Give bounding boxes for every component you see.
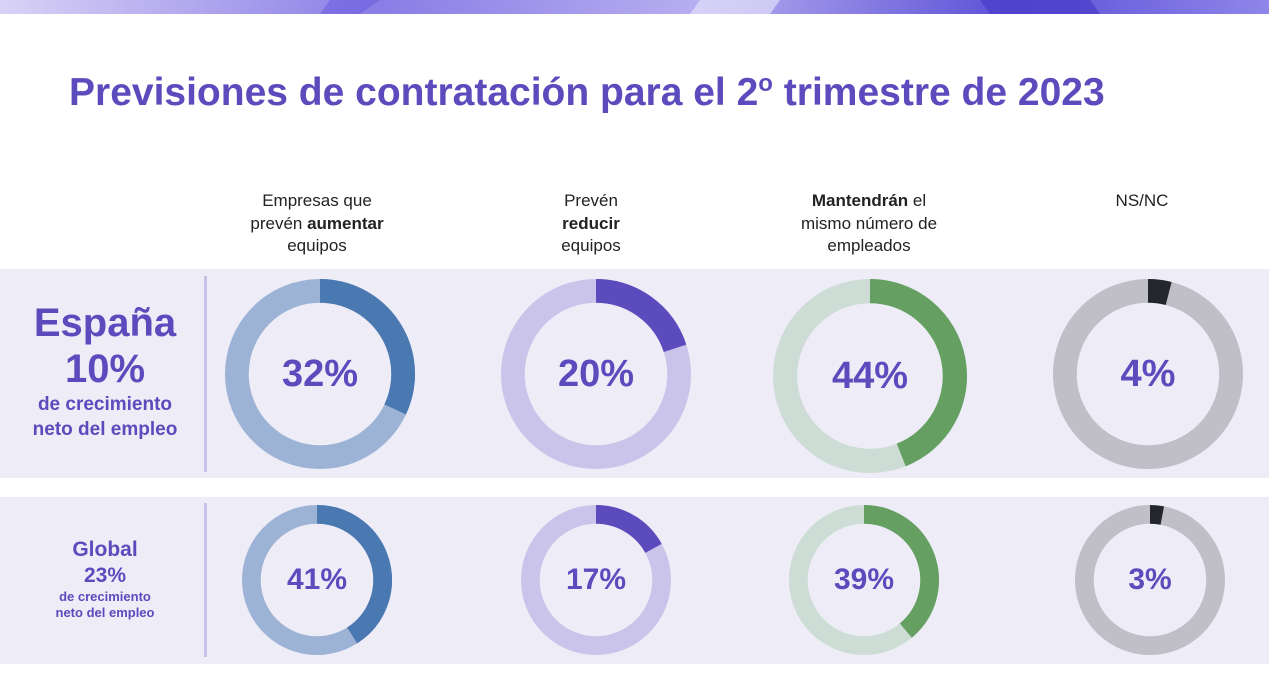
donut-value-label: 4% [1120,352,1176,395]
global-donut-maintain: 39% [789,505,939,655]
donut-value-label: 32% [281,352,359,395]
spain-growth-desc-1: de crecimiento [37,394,173,415]
donut-slice-increase [319,279,415,415]
global-name: Global [72,538,138,561]
spain-donut-maintain: 44% [773,279,967,473]
global-label: Global 23% de crecimiento neto del emple… [10,537,200,621]
global-donut-reduce: 17% [521,505,671,655]
page-title: Previsiones de contratación para el 2o t… [69,70,1105,114]
global-growth-desc-2: neto del empleo [55,605,155,620]
spain-donut-nsnc: 4% [1053,279,1243,469]
global-divider [204,503,207,657]
donut-value-label: 41% [286,563,348,596]
donut-slice-nsnc [1147,279,1172,306]
column-header-maintain: Mantendrán el mismo número de empleados [800,191,938,255]
column-header-reduce: Prevén reducir equipos [561,191,621,255]
donut-value-label: 17% [565,563,627,596]
donut-slice-nsnc [1149,505,1165,525]
global-growth-desc-1: de crecimiento [59,589,151,604]
spain-divider [204,276,207,472]
column-header-increase: Empresas que prevén aumentar equipos [250,191,384,255]
spain-name: España [33,301,177,345]
spain-growth-desc-2: neto del empleo [32,419,178,440]
spain-growth: 10% [64,347,146,391]
decorative-top-bar [0,0,1269,14]
donut-slice-increase [316,505,392,644]
global-donut-nsnc: 3% [1075,505,1225,655]
donut-value-label: 39% [833,563,895,596]
spain-donut-reduce: 20% [501,279,691,469]
global-growth: 23% [83,564,127,587]
donut-value-label: 44% [831,354,909,397]
global-donut-increase: 41% [242,505,392,655]
donut-slice-maintain [863,505,939,638]
donut-slice-reduce [595,505,662,554]
column-header-nsnc: NS/NC [1115,191,1169,210]
donut-value-label: 20% [557,352,635,395]
donut-value-label: 3% [1128,563,1172,596]
donut-slice-reduce [595,279,687,353]
spain-label: España 10% de crecimiento neto del emple… [10,300,200,442]
spain-donut-increase: 32% [225,279,415,469]
donut-slice-maintain [869,279,967,467]
